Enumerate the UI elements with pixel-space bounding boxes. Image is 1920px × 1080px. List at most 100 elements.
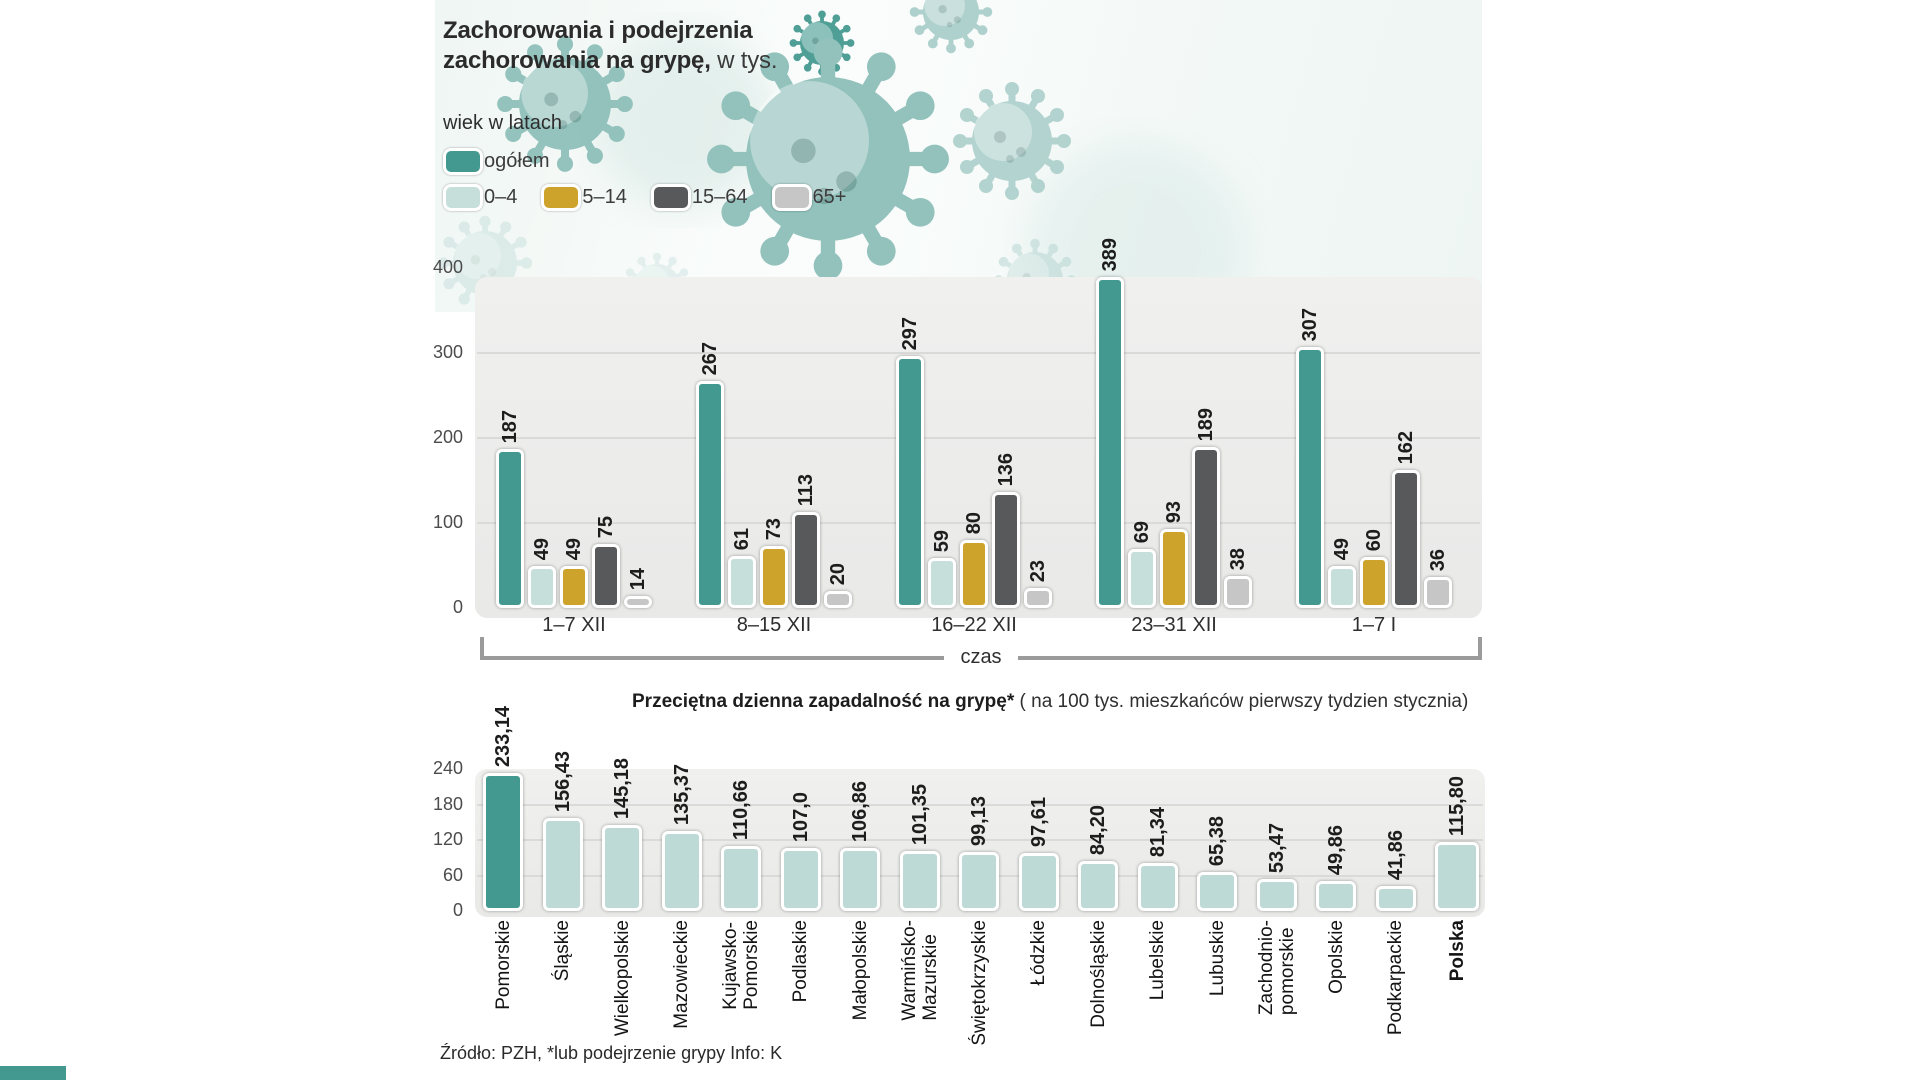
- region-label: Łódzkie: [1028, 920, 1049, 986]
- y-tick-label: 60: [442, 864, 463, 885]
- bar-value-label: 297: [899, 316, 921, 350]
- legend-row-ages: 0–4 5–14 15–64 65+: [443, 184, 870, 211]
- y-tick-label: 400: [432, 257, 463, 277]
- y-tick-label: 0: [452, 597, 463, 617]
- bar: [1096, 277, 1124, 608]
- bar-value-label: 49: [531, 537, 553, 560]
- legend-label-5-14: 5–14: [582, 186, 627, 208]
- y-tick-label: 180: [432, 793, 463, 814]
- legend-item-15-64: 15–64: [650, 184, 748, 211]
- bar: [1435, 842, 1479, 911]
- bar-value-label: 99,13: [968, 795, 990, 846]
- region-label: Śląskie: [552, 920, 573, 982]
- corner-accent-strip: [0, 1066, 66, 1080]
- bar-value-label: 389: [1099, 237, 1121, 271]
- region-label: Warmińsko- Mazurskie: [898, 920, 941, 1021]
- region-label: Lubelskie: [1147, 920, 1168, 1001]
- region-label: Opolskie: [1325, 920, 1347, 994]
- bar: [721, 846, 761, 911]
- bar-value-label: 307: [1299, 307, 1321, 341]
- bar-value-label: 101,35: [908, 783, 931, 845]
- bar: [528, 566, 556, 608]
- region-label: Świętokrzyskie: [968, 920, 990, 1046]
- bar-value-label: 14: [627, 567, 649, 590]
- bar: [899, 851, 940, 911]
- bar: [542, 818, 583, 911]
- bar-value-label: 107,0: [789, 791, 812, 842]
- grid-line: [477, 839, 1483, 841]
- title-line-1: Zachorowania i podejrzenia: [443, 17, 753, 44]
- bar-value-label: 49: [563, 537, 585, 560]
- bar: [1360, 557, 1388, 608]
- time-axis-label: czas: [960, 646, 1002, 668]
- bar-value-label: 93: [1163, 500, 1185, 523]
- bar-value-label: 36: [1427, 548, 1449, 571]
- legend-item-total: ogółem: [443, 148, 550, 175]
- bar-value-label: 97,61: [1027, 796, 1050, 847]
- bar-value-label: 59: [931, 529, 953, 552]
- bar-value-label: 136: [995, 452, 1017, 486]
- bar: [1160, 529, 1188, 608]
- page-title: Zachorowania i podejrzenia zachorowania …: [443, 16, 777, 76]
- top-band: [435, 0, 1482, 312]
- y-tick-label: 100: [432, 512, 463, 532]
- bar: [696, 381, 724, 608]
- bar-value-label: 189: [1195, 407, 1217, 441]
- bar: [824, 591, 852, 608]
- bar: [992, 492, 1020, 608]
- bar: [1256, 879, 1297, 911]
- time-axis-bracket: czas: [480, 637, 1482, 668]
- bar-value-label: 49: [1331, 537, 1353, 560]
- bar-value-label: 145,18: [611, 757, 633, 819]
- bar-value-label: 60: [1363, 528, 1385, 551]
- bar: [792, 512, 820, 608]
- bar: [1424, 577, 1452, 608]
- incidence-title-note: ( na 100 tys. mieszkańców pierwszy tydzi…: [1019, 691, 1469, 712]
- bar-value-label: 73: [763, 517, 785, 540]
- bar: [560, 566, 588, 608]
- bar-value-label: 156,43: [551, 750, 574, 812]
- incidence-chart-title: Przeciętna dzienna zapadalność na grypę*…: [632, 691, 1468, 713]
- region-label: Pomorskie: [492, 920, 514, 1010]
- grid-line: [477, 437, 1480, 439]
- legend-swatch-total-icon: [443, 148, 483, 175]
- legend-swatch-5-14-icon: [541, 184, 582, 211]
- bar-value-label: 20: [827, 562, 849, 585]
- bar-value-label: 53,47: [1265, 822, 1288, 873]
- bar-value-label: 187: [499, 409, 521, 443]
- bar: [960, 540, 988, 608]
- y-tick-label: 200: [432, 427, 463, 447]
- incidence-chart: 0 60 120 180 240 233,14 Pomorskie 156,43 Śląskie…: [433, 706, 1485, 1046]
- bar-value-label: 162: [1395, 430, 1417, 464]
- legend-label-15-64: 15–64: [691, 186, 748, 208]
- region-label: Małopolskie: [849, 920, 871, 1021]
- bar-value-label: 267: [699, 341, 721, 375]
- legend-label-total: ogółem: [484, 150, 550, 172]
- region-label: Dolnośląskie: [1087, 920, 1109, 1028]
- bar: [1316, 881, 1356, 911]
- category-label: 23–31 XII: [1131, 614, 1217, 636]
- source-note: Źródło: PZH, *lub podejrzenie grypy Info…: [440, 1043, 783, 1063]
- bar-value-label: 38: [1227, 547, 1249, 570]
- region-label: Podkarpackie: [1385, 920, 1406, 1036]
- bar: [1078, 861, 1118, 911]
- bar-value-label: 41,86: [1384, 829, 1407, 880]
- y-tick-label: 0: [452, 900, 463, 920]
- bar: [928, 558, 956, 608]
- bar: [496, 449, 524, 608]
- bar: [592, 544, 620, 608]
- incidence-title-bold: Przeciętna dzienna zapadalność na grypę*: [632, 691, 1015, 712]
- category-label: 16–22 XII: [931, 614, 1017, 636]
- y-tick-label: 240: [432, 758, 463, 778]
- bar: [959, 852, 999, 911]
- bar-value-label: 65,38: [1206, 815, 1228, 866]
- bar: [1192, 447, 1220, 608]
- category-label: 8–15 XII: [736, 614, 812, 636]
- legend-swatch-15-64-icon: [650, 184, 691, 211]
- bracket-right-segment: [1017, 637, 1482, 660]
- bar: [760, 546, 788, 608]
- bar-value-label: 233,14: [492, 705, 514, 767]
- title-unit: w tys.: [710, 47, 778, 74]
- bar: [896, 356, 924, 608]
- legend-caption: wiek w latach: [443, 112, 562, 134]
